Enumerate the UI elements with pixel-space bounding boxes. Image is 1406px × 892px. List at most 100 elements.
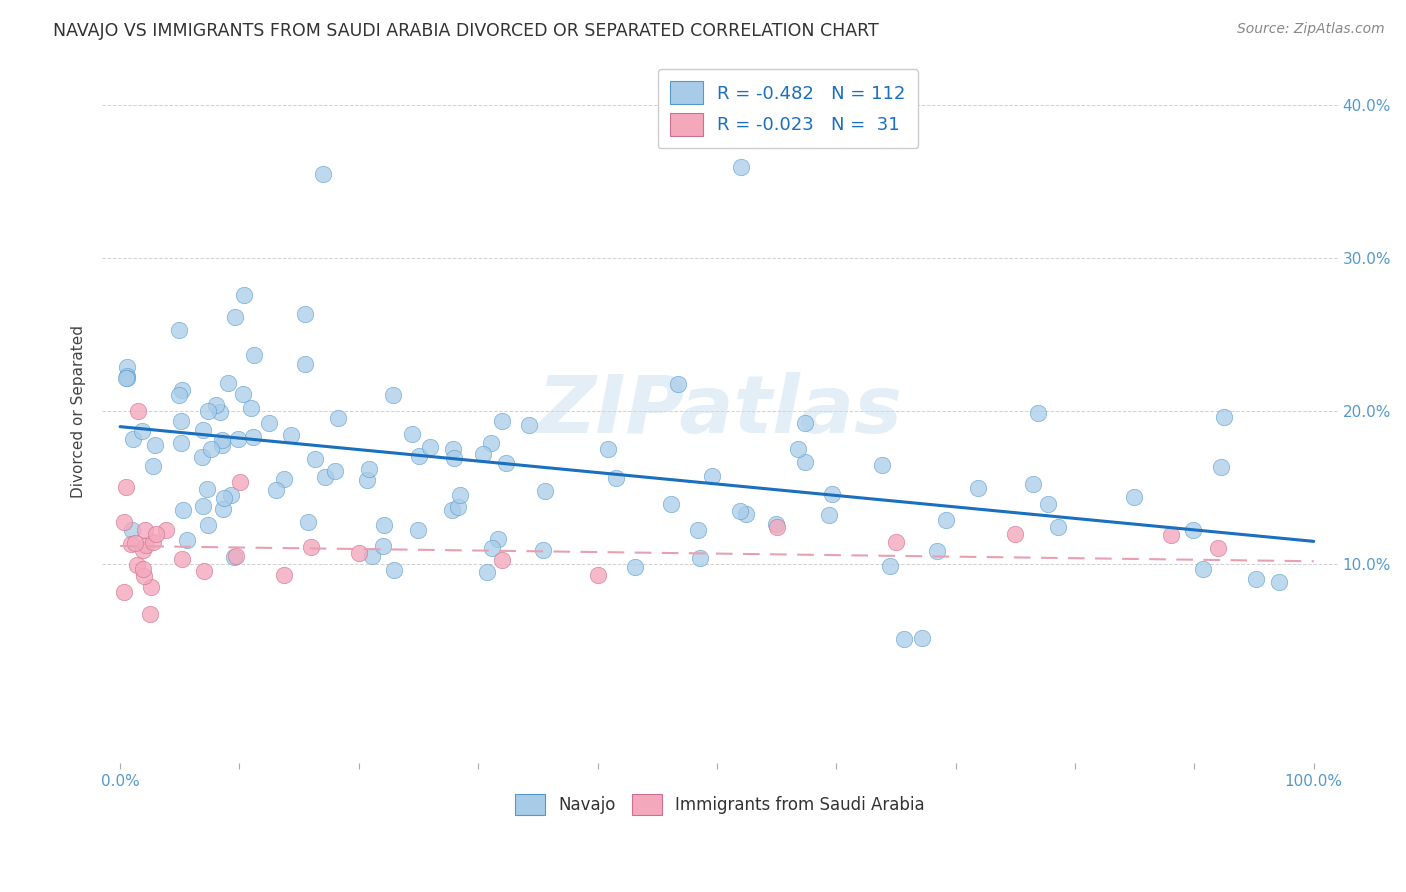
Point bbox=[966, 481, 988, 495]
Point bbox=[257, 416, 280, 430]
Point bbox=[373, 518, 395, 533]
Point bbox=[232, 288, 254, 302]
Point bbox=[172, 502, 194, 516]
Point bbox=[793, 455, 815, 469]
Point bbox=[297, 515, 319, 529]
Point bbox=[1004, 527, 1026, 541]
Point bbox=[479, 436, 502, 450]
Point bbox=[419, 440, 441, 454]
Point bbox=[1160, 527, 1182, 541]
Point bbox=[225, 549, 247, 563]
Point bbox=[131, 424, 153, 438]
Point bbox=[1213, 409, 1236, 424]
Point bbox=[121, 524, 143, 538]
Point bbox=[765, 520, 787, 534]
Point bbox=[495, 456, 517, 470]
Point bbox=[145, 527, 167, 541]
Point bbox=[488, 533, 510, 547]
Point bbox=[408, 449, 430, 463]
Point bbox=[440, 503, 463, 517]
Text: Source: ZipAtlas.com: Source: ZipAtlas.com bbox=[1237, 22, 1385, 37]
Point bbox=[124, 536, 146, 550]
Point bbox=[131, 543, 153, 558]
Point bbox=[1246, 572, 1268, 586]
Point bbox=[447, 500, 470, 514]
Point bbox=[1036, 497, 1059, 511]
Point bbox=[125, 558, 148, 572]
Point bbox=[190, 450, 212, 465]
Point bbox=[879, 559, 901, 574]
Point bbox=[406, 523, 429, 537]
Point bbox=[472, 447, 495, 461]
Point bbox=[211, 434, 233, 448]
Point bbox=[229, 475, 252, 490]
Point bbox=[793, 416, 815, 430]
Point bbox=[176, 533, 198, 547]
Point bbox=[115, 369, 138, 384]
Point bbox=[132, 568, 155, 582]
Point bbox=[197, 517, 219, 532]
Point bbox=[323, 464, 346, 478]
Point bbox=[728, 504, 751, 518]
Point bbox=[224, 549, 246, 564]
Point bbox=[491, 414, 513, 428]
Point bbox=[1047, 520, 1070, 534]
Point bbox=[134, 523, 156, 537]
Point bbox=[347, 546, 370, 560]
Text: ZIPatlas: ZIPatlas bbox=[537, 372, 903, 450]
Point bbox=[170, 551, 193, 566]
Point bbox=[911, 631, 934, 645]
Point bbox=[605, 471, 627, 485]
Point bbox=[193, 564, 215, 578]
Point bbox=[734, 508, 756, 522]
Point bbox=[299, 540, 322, 554]
Point bbox=[191, 423, 214, 437]
Point bbox=[586, 568, 609, 582]
Point bbox=[688, 523, 710, 537]
Point bbox=[730, 160, 752, 174]
Point bbox=[273, 472, 295, 486]
Point bbox=[312, 167, 335, 181]
Text: NAVAJO VS IMMIGRANTS FROM SAUDI ARABIA DIVORCED OR SEPARATED CORRELATION CHART: NAVAJO VS IMMIGRANTS FROM SAUDI ARABIA D… bbox=[53, 22, 879, 40]
Point bbox=[112, 585, 135, 599]
Point bbox=[170, 435, 193, 450]
Point bbox=[280, 428, 302, 442]
Point bbox=[112, 516, 135, 530]
Point bbox=[1268, 575, 1291, 590]
Point bbox=[239, 401, 262, 416]
Point bbox=[221, 488, 243, 502]
Point bbox=[193, 499, 215, 513]
Point bbox=[326, 410, 349, 425]
Point bbox=[224, 310, 246, 325]
Point bbox=[1191, 562, 1213, 576]
Point bbox=[200, 442, 222, 456]
Point bbox=[294, 357, 316, 371]
Point bbox=[491, 553, 513, 567]
Point bbox=[243, 348, 266, 362]
Point bbox=[870, 458, 893, 472]
Point bbox=[217, 376, 239, 391]
Point bbox=[127, 404, 149, 418]
Point bbox=[1206, 541, 1229, 555]
Point bbox=[314, 470, 336, 484]
Point bbox=[232, 387, 254, 401]
Point bbox=[294, 307, 316, 321]
Point bbox=[666, 376, 689, 391]
Point bbox=[120, 537, 142, 551]
Point bbox=[925, 544, 948, 558]
Point bbox=[1182, 523, 1205, 537]
Point bbox=[1026, 406, 1049, 420]
Point bbox=[443, 450, 465, 465]
Point bbox=[534, 484, 557, 499]
Point bbox=[356, 473, 378, 487]
Point bbox=[197, 403, 219, 417]
Point bbox=[212, 501, 235, 516]
Point bbox=[381, 388, 404, 402]
Point bbox=[401, 427, 423, 442]
Point bbox=[361, 549, 384, 564]
Point bbox=[141, 580, 163, 594]
Point bbox=[893, 632, 915, 647]
Point bbox=[273, 568, 295, 582]
Point bbox=[211, 438, 233, 452]
Point bbox=[1122, 490, 1144, 504]
